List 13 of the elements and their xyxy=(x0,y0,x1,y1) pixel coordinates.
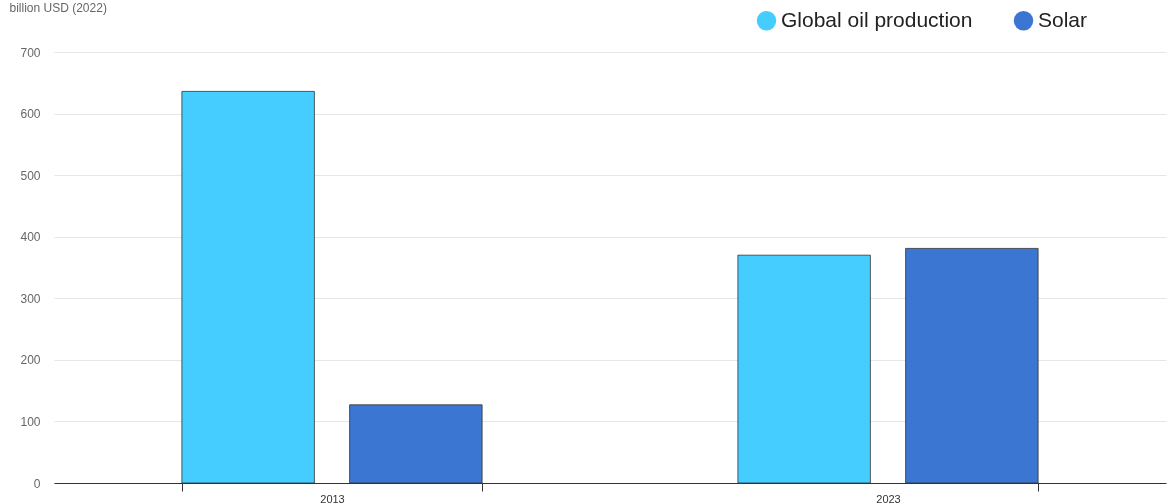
x-tick-label: 2023 xyxy=(876,492,901,503)
y-tick-label: 600 xyxy=(20,107,41,122)
y-tick-label: 500 xyxy=(20,168,41,183)
x-tick-label: 2013 xyxy=(320,492,345,503)
y-tick-label: 700 xyxy=(20,45,41,60)
legend-label: Global oil production xyxy=(781,7,973,31)
y-tick-label: 200 xyxy=(20,353,41,368)
y-tick-label: 400 xyxy=(20,230,41,245)
y-axis-title: billion USD (2022) xyxy=(9,0,107,15)
y-tick-label: 300 xyxy=(20,291,41,306)
y-tick-label: 0 xyxy=(33,476,41,491)
y-tick-label: 100 xyxy=(20,414,41,429)
legend-label: Solar xyxy=(1038,7,1088,31)
